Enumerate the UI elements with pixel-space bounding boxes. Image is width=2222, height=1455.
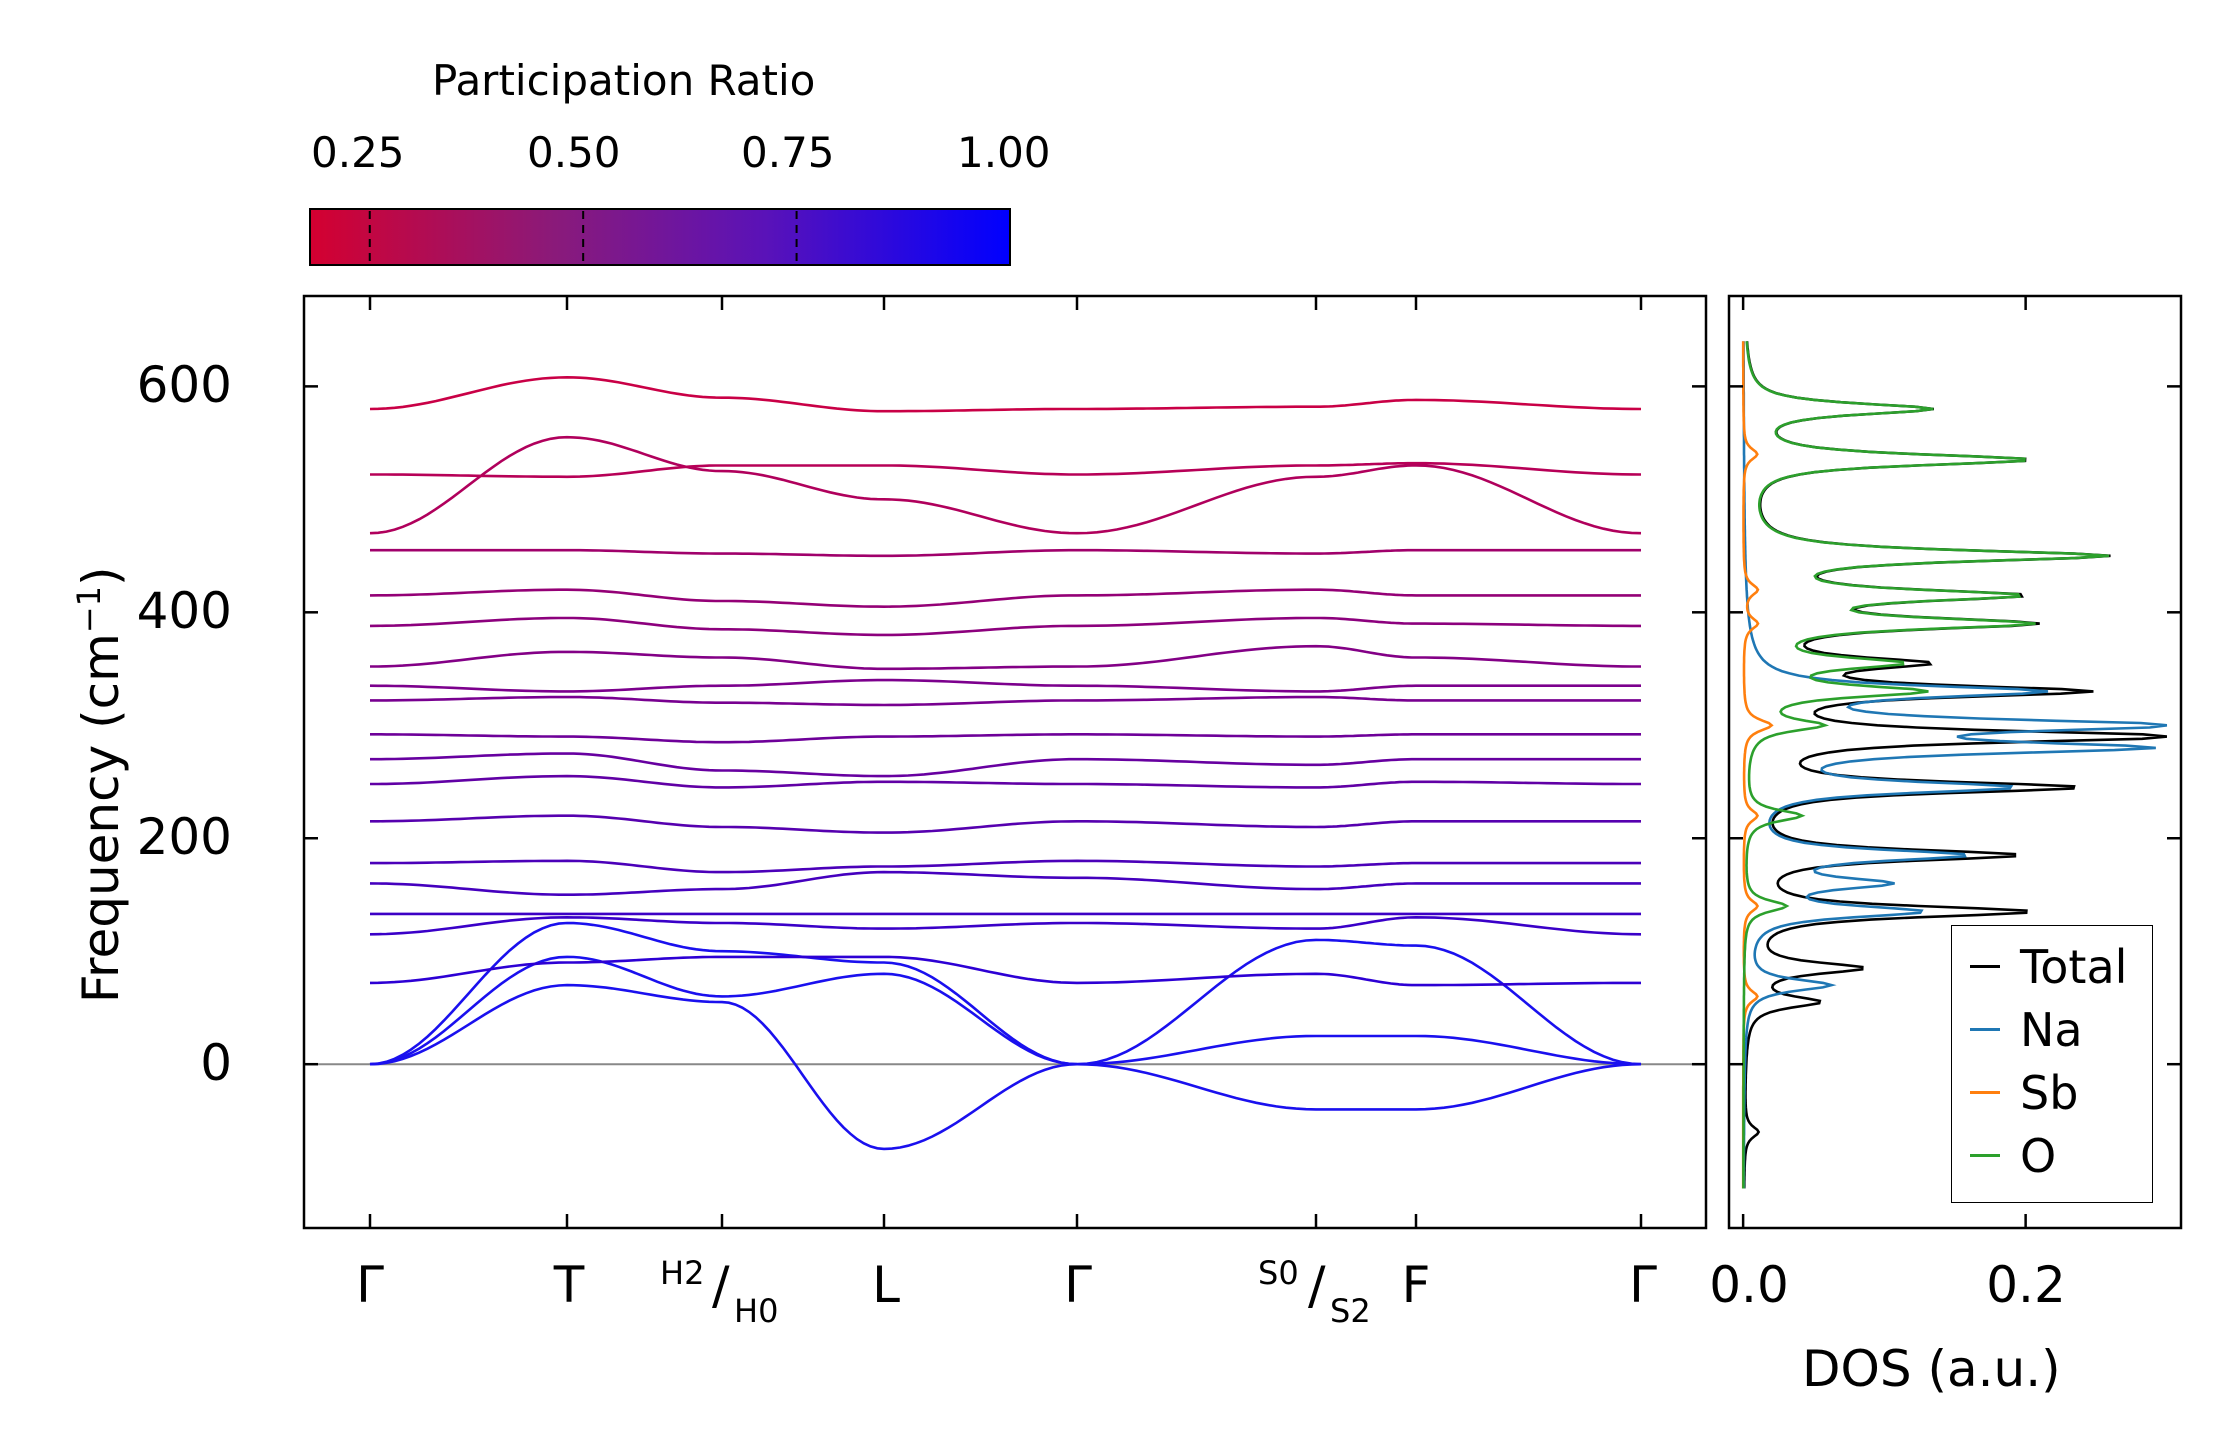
band-acoustic-3: [369, 921, 1642, 1066]
band-optical-352: [370, 644, 1641, 671]
legend-swatch: [1970, 965, 2000, 968]
h-top-letter: H: [660, 1254, 685, 1292]
y-tick-label: 600: [136, 356, 232, 414]
colorbar-tick-label: 0.75: [741, 128, 835, 177]
colorbar: [309, 208, 1011, 266]
band-optical-322: [370, 695, 1641, 707]
band-optical-580: [369, 375, 1642, 413]
band-optical-292: [370, 733, 1641, 744]
band-acoustic-1: [369, 983, 1642, 1151]
band-optical-335: [369, 678, 1641, 693]
dos-x-axis-title: DOS (a.u.): [1802, 1340, 2061, 1398]
s-bottom-letter: S: [1330, 1292, 1351, 1330]
band-optical-415: [369, 588, 1641, 609]
band-optical-455: [370, 548, 1641, 558]
dos-x-tick-label: 0.0: [1709, 1256, 1789, 1314]
band-acoustic-2: [369, 955, 1642, 1111]
band-panel-frame: [302, 294, 1708, 1230]
x-tick-label-f: F: [1401, 1256, 1431, 1314]
band-optical-178: [370, 859, 1641, 874]
colorbar-ticks: [368, 211, 1011, 263]
dos-curve-o: [1742, 341, 2110, 1189]
band-optical-248: [370, 774, 1641, 789]
h-bottom-sub: 0: [758, 1292, 779, 1330]
s-bottom-sub: 2: [1350, 1292, 1371, 1330]
legend: Total Na Sb O: [1951, 925, 2153, 1203]
legend-label: Na: [2020, 1003, 2083, 1057]
legend-swatch: [1970, 1091, 2000, 1094]
colorbar-tick-label: 0.25: [311, 128, 405, 177]
band-optical-72: [369, 955, 1641, 987]
y-tick-label: 400: [136, 582, 232, 640]
band-optical-270: [370, 752, 1641, 778]
band-optical-470: [369, 435, 1642, 535]
x-tick-label-gamma: Γ: [1629, 1256, 1657, 1314]
colorbar-title: Participation Ratio: [432, 56, 816, 105]
legend-label: Total: [2020, 940, 2128, 994]
colorbar-tick-label: 1.00: [957, 128, 1051, 177]
x-tick-label-t: T: [553, 1256, 585, 1314]
band-optical-522: [370, 461, 1642, 479]
dos-axis-ticks: [1729, 296, 2181, 1228]
x-tick-label-gamma: Γ: [1064, 1256, 1092, 1314]
h-top-sub: 2: [684, 1254, 705, 1292]
x-tick-label-gamma: Γ: [356, 1256, 384, 1314]
y-tick-label: 0: [200, 1034, 232, 1092]
s-top-letter: S: [1258, 1254, 1279, 1292]
band-optical-388: [369, 616, 1641, 637]
dos-panel-frame: [1727, 294, 2183, 1230]
band-lines: [369, 375, 1642, 1151]
legend-label: Sb: [2020, 1066, 2079, 1120]
legend-label: O: [2020, 1129, 2057, 1183]
dos-x-tick-label: 0.2: [1986, 1256, 2066, 1314]
colorbar-tick-label: 0.50: [527, 128, 621, 177]
h-bottom-letter: H: [734, 1292, 759, 1330]
band-optical-115: [369, 915, 1642, 936]
band-optical-215: [370, 814, 1641, 834]
x-tick-label-l: L: [872, 1256, 900, 1314]
band-optical-160: [369, 870, 1641, 896]
y-tick-label: 200: [136, 808, 232, 866]
dos-lines: [1741, 341, 2168, 1189]
band-axis-ticks: [304, 296, 1706, 1228]
legend-swatch: [1970, 1154, 2000, 1157]
s-top-sub: 0: [1278, 1254, 1299, 1292]
legend-swatch: [1970, 1028, 2000, 1031]
